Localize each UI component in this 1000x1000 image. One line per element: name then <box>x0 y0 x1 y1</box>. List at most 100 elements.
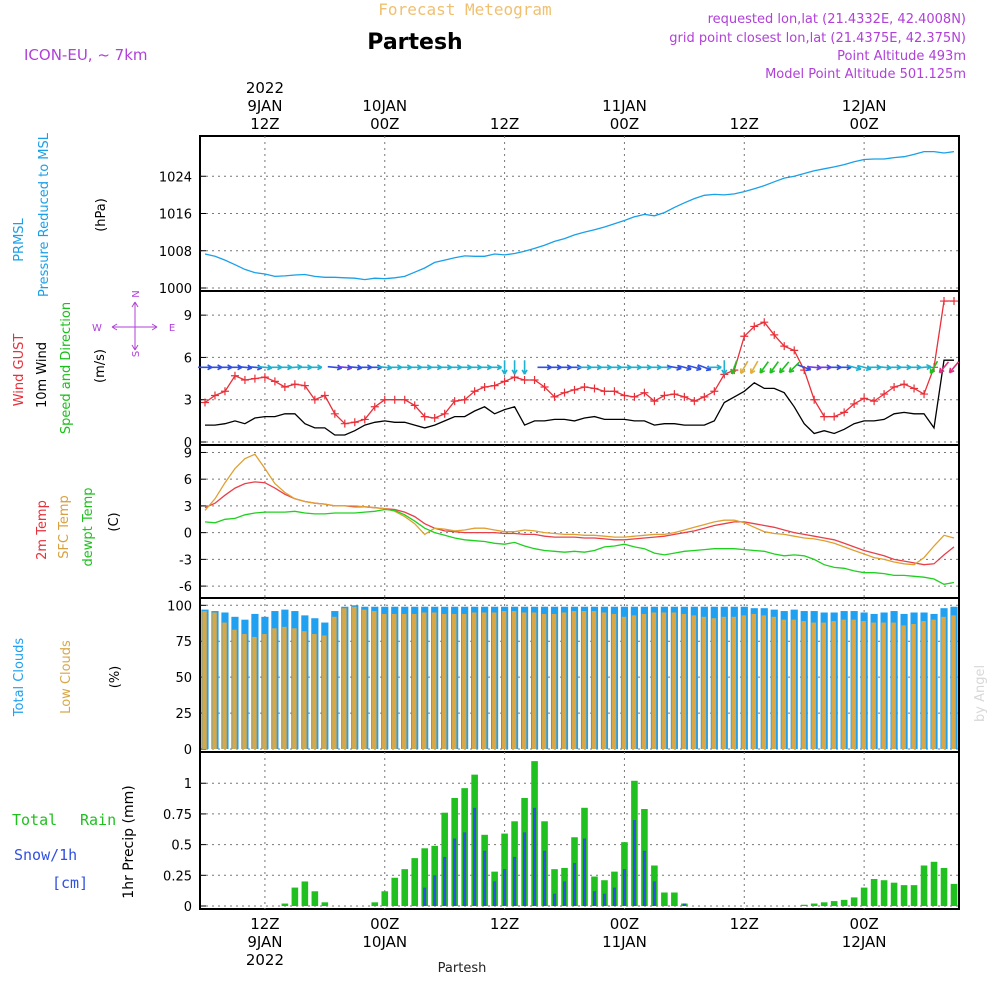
gust-marker <box>520 375 529 384</box>
low-clouds-bar <box>761 615 767 749</box>
compass-west: W <box>92 323 102 334</box>
gust-marker <box>500 377 509 386</box>
gust-marker <box>410 401 419 410</box>
gust-marker <box>770 330 779 339</box>
low-clouds-bar <box>661 612 667 749</box>
wind-direction-label: Speed and Direction <box>59 302 74 434</box>
low-clouds-bar <box>222 622 227 749</box>
gust-marker <box>890 383 899 392</box>
gust-marker <box>600 387 609 396</box>
low-clouds-bar <box>851 619 856 749</box>
wind-direction-arrow <box>501 360 508 375</box>
gust-marker <box>590 384 599 393</box>
low-clouds-bar <box>282 626 287 749</box>
top-time-label: 00Z <box>370 115 399 133</box>
precip-rain-bar <box>493 881 497 906</box>
dewpt-label: dewpt Temp <box>81 487 96 566</box>
gust-marker <box>300 381 309 390</box>
gust-marker <box>750 322 759 331</box>
low-clouds-bar <box>871 622 876 749</box>
gust-marker <box>710 387 719 396</box>
bottom-time-label: 00Z <box>370 915 399 933</box>
low-clouds-bar <box>601 612 607 749</box>
precip-unit-label: 1hr Precip (mm) <box>121 785 137 898</box>
precip-frame <box>199 751 960 910</box>
precip-total-bar <box>671 892 678 906</box>
gust-marker <box>430 414 439 423</box>
low-clouds-bar <box>501 611 507 749</box>
gust-marker <box>270 377 279 386</box>
low-clouds-bar <box>731 616 737 749</box>
precip-rain-bar <box>592 891 596 906</box>
low-clouds-bar <box>881 622 886 749</box>
precip-rain-bar <box>433 875 437 906</box>
precip-total-bar <box>301 881 309 906</box>
precip-total-bar <box>281 903 289 906</box>
precip-total-bar <box>820 902 828 906</box>
gust-marker <box>570 385 579 394</box>
temp-unit-label: (C) <box>107 512 122 531</box>
low-clouds-bar <box>581 611 587 749</box>
low-clouds-bar <box>551 613 557 749</box>
low-clouds-bar <box>292 628 297 749</box>
temperature-ytick-label: -3 <box>179 553 192 568</box>
gust-marker <box>440 409 449 418</box>
low-clouds-bar <box>611 613 617 749</box>
clouds-unit-label: (%) <box>108 666 123 689</box>
gust-marker <box>420 412 429 421</box>
precip-total-bar <box>321 902 329 906</box>
gust-marker <box>850 399 859 408</box>
top-time-label: 10JAN <box>362 97 407 115</box>
gust-marker <box>290 380 299 389</box>
precip-rain-bar <box>602 893 606 906</box>
wind-direction-arrow <box>730 360 738 375</box>
gust-marker <box>310 395 319 404</box>
low-clouds-bar <box>441 613 447 749</box>
bottom-time-label: 12JAN <box>842 933 887 951</box>
gust-marker <box>790 346 799 355</box>
precip-rain-bar <box>523 832 527 906</box>
gust-marker <box>640 388 649 397</box>
wind-direction-arrow <box>307 364 323 371</box>
gust-marker <box>660 391 669 400</box>
wind-direction-arrow <box>759 361 769 374</box>
low-clouds-bar <box>342 608 347 749</box>
low-clouds-bar <box>541 613 547 749</box>
low-clouds-bar <box>891 622 896 749</box>
requested-coords: requested lon,lat (21.4332E, 42.4008N) <box>708 12 966 27</box>
temperature-ytick-label: 9 <box>184 446 192 461</box>
clouds-ytick-label: 25 <box>175 707 192 722</box>
precip-total-bar <box>371 902 379 906</box>
precip-total-bar <box>391 877 399 906</box>
precip-total-bar <box>910 885 918 906</box>
precip-total-bar <box>880 880 888 906</box>
precip-total-bar <box>551 869 558 906</box>
top-time-label: 2022 <box>246 79 284 97</box>
precip-ytick-label: 0.25 <box>163 869 192 884</box>
top-time-label: 00Z <box>610 115 639 133</box>
low-clouds-bar <box>491 612 497 749</box>
precip-total-bar <box>840 899 848 906</box>
gust-marker <box>740 332 749 341</box>
low-clouds-bar <box>941 616 946 749</box>
top-time-label: 9JAN <box>247 97 282 115</box>
gust-marker <box>220 387 229 396</box>
low-clouds-bar <box>831 621 836 749</box>
gust-marker <box>610 387 619 396</box>
gust-marker <box>380 395 389 404</box>
watermark: by Angel <box>973 665 988 722</box>
t2m-label: 2m Temp <box>35 500 50 560</box>
gust-marker <box>670 390 679 399</box>
gust-marker <box>240 375 249 384</box>
precip-rain-bar <box>632 820 636 906</box>
gust-marker <box>780 342 789 351</box>
bottom-time-label: 10JAN <box>362 933 407 951</box>
clouds-ytick-label: 0 <box>184 743 192 758</box>
precip-rain-bar <box>582 838 586 906</box>
grid-point-coords: grid point closest lon,lat (21.4375E, 42… <box>669 31 966 46</box>
pressure-unit-label: (hPa) <box>94 198 109 232</box>
bottom-time-label: 2022 <box>246 951 284 969</box>
precip-total-bar <box>810 903 818 906</box>
